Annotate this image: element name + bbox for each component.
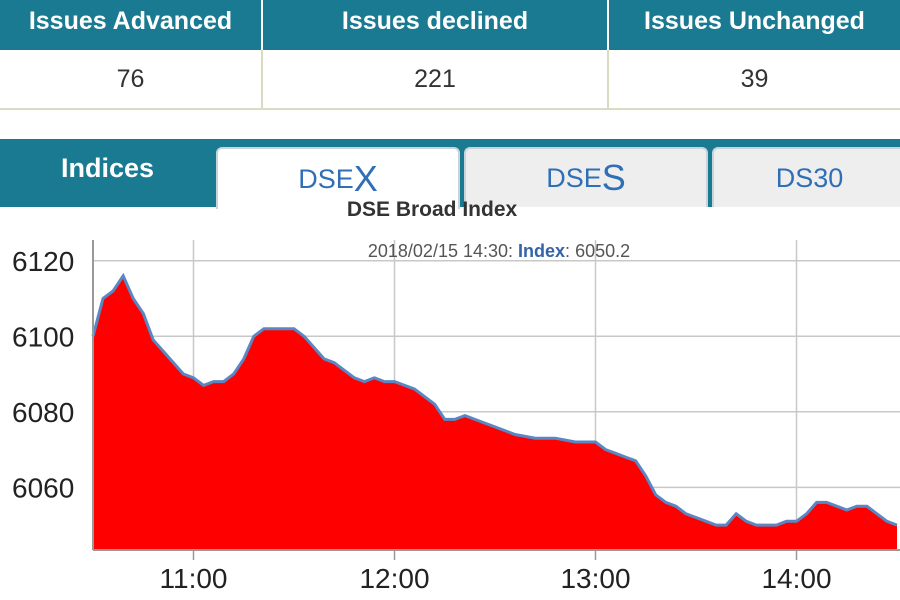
y-tick-label: 6080	[12, 397, 74, 428]
x-tick-label: 13:00	[560, 563, 630, 594]
header-issues-declined: Issues declined	[263, 0, 609, 50]
y-tick-label: 6060	[12, 472, 74, 503]
value-issues-unchanged: 39	[740, 64, 769, 93]
value-issues-advanced: 76	[0, 50, 263, 108]
summary-value-row: 76 221 39	[0, 50, 900, 110]
tab-dses-suffix: S	[601, 157, 626, 198]
readout-label: Index	[518, 241, 566, 261]
tab-dsex-suffix: X	[353, 158, 378, 199]
indices-label: Indices	[60, 152, 155, 183]
value-issues-declined: 221	[263, 50, 609, 108]
header-issues-advanced: Issues Advanced	[0, 0, 263, 50]
index-area	[93, 275, 897, 550]
tab-ds30[interactable]: DS30	[712, 147, 900, 207]
x-tick-label: 11:00	[160, 563, 228, 594]
tab-dses[interactable]: DSE S	[464, 147, 708, 207]
y-tick-label: 6120	[12, 246, 74, 277]
chart-readout: 2018/02/15 14:30: Index: 6050.2	[367, 241, 631, 261]
x-tick-label: 14:00	[761, 563, 831, 594]
tab-dsex[interactable]: DSE X	[216, 147, 460, 209]
tab-dses-prefix: DSE	[546, 162, 602, 193]
readout-value: 6050.2	[575, 241, 631, 261]
x-tick-label: 12:00	[359, 563, 429, 594]
summary-header-row: Issues Advanced Issues declined Issues U…	[0, 0, 900, 50]
readout-time: 2018/02/15 14:30:	[367, 241, 514, 261]
header-issues-unchanged: Issues Unchanged	[644, 6, 865, 35]
chart-title: DSE Broad Index	[346, 198, 518, 221]
y-tick-label: 6100	[12, 321, 74, 352]
index-line	[91, 272, 898, 527]
tab-dsex-prefix: DSE	[298, 163, 354, 194]
tab-ds30-label: DS30	[775, 162, 844, 193]
